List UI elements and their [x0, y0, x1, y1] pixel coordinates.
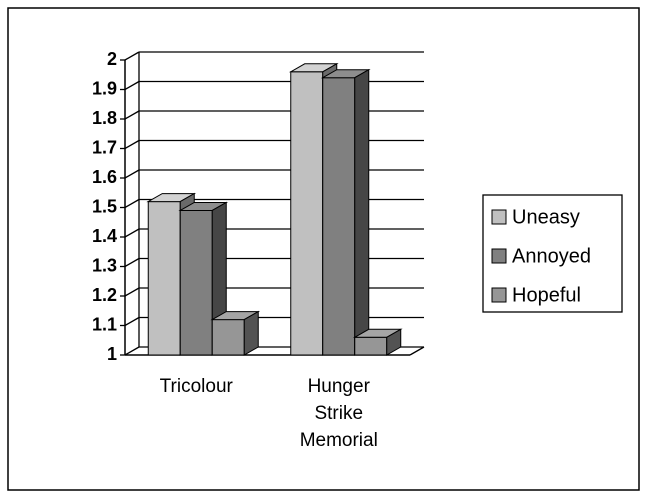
grid-line: [124, 80, 140, 91]
bar-front: [179, 209, 213, 356]
x-tick-label: Hunger Strike Memorial: [299, 376, 378, 451]
bar-side: [243, 310, 259, 356]
y-tick-label: 1.1: [92, 314, 117, 334]
y-tick-label: 2: [107, 49, 117, 69]
bar-front: [211, 319, 245, 356]
floor-edge: [409, 346, 425, 356]
grid-line: [124, 169, 140, 179]
grid-line: [124, 287, 140, 297]
bar-side: [354, 68, 370, 356]
y-tick-label: 1.8: [92, 108, 117, 128]
y-tick-label: 1.6: [92, 167, 117, 187]
y-tick-label: 1.7: [92, 137, 117, 157]
legend-label: Hopeful: [512, 284, 581, 306]
grid-line: [124, 139, 140, 150]
grid-line: [124, 198, 140, 209]
grid-line: [124, 346, 140, 356]
bar-front: [290, 71, 324, 356]
grid-line: [124, 51, 140, 61]
bar-front: [354, 336, 388, 356]
x-tick-label: Tricolour: [159, 376, 233, 397]
legend-label: Uneasy: [512, 206, 580, 228]
y-tick-label: 1.5: [92, 196, 117, 216]
bar-side: [386, 328, 402, 356]
y-tick-label: 1: [107, 344, 117, 364]
y-tick-label: 1.9: [92, 78, 117, 98]
legend-swatch: [491, 209, 507, 225]
bar-front: [147, 201, 181, 356]
grid-line: [124, 257, 140, 268]
legend-swatch: [491, 287, 507, 303]
bar-front: [322, 77, 356, 356]
grid-line: [124, 228, 140, 238]
legend-label: Annoyed: [512, 245, 591, 267]
grid-line: [124, 316, 140, 327]
grid-line: [124, 110, 140, 120]
y-tick-label: 1.4: [92, 226, 117, 246]
legend-swatch: [491, 248, 507, 264]
y-tick-label: 1.3: [92, 255, 117, 275]
y-tick-label: 1.2: [92, 285, 117, 305]
